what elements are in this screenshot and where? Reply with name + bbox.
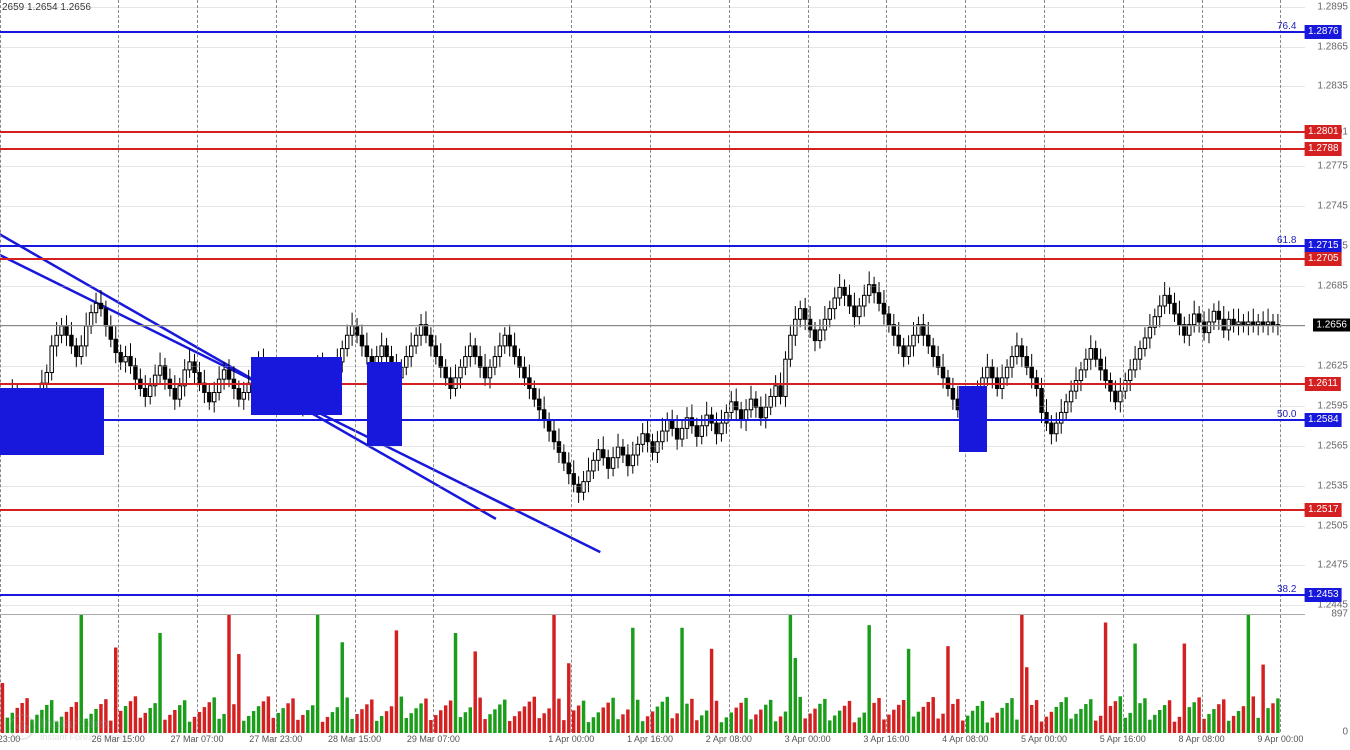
plot-area[interactable]: 2659 1.2654 1.2656 76.461.850.038.2 (0, 0, 1305, 612)
fib-label: 50.0 (1277, 409, 1296, 420)
x-tick: 29 Mar 07:00 (407, 734, 460, 744)
watermark: InstaForex Instant Forex Trading (8, 711, 188, 746)
y-tick: 1.2475 (1317, 560, 1348, 571)
x-tick: 8 Apr 08:00 (1179, 734, 1225, 744)
highlight-box (251, 357, 342, 416)
y-tick: 1.2775 (1317, 161, 1348, 172)
fib-label: 38.2 (1277, 584, 1296, 595)
y-tick: 1.2835 (1317, 81, 1348, 92)
fib-label: 61.8 (1277, 235, 1296, 246)
svg-text:Instant Forex Trading: Instant Forex Trading (40, 732, 125, 742)
x-tick: 2 Apr 08:00 (706, 734, 752, 744)
volume-svg (0, 615, 1305, 733)
volume-panel[interactable]: 0897 (0, 614, 1350, 732)
level-tag: 1.2611 (1305, 377, 1341, 391)
fib-label: 76.4 (1277, 21, 1296, 32)
svg-text:InstaForex: InstaForex (40, 715, 111, 732)
level-tag: 1.2584 (1305, 413, 1342, 427)
y-tick: 1.2535 (1317, 480, 1348, 491)
highlight-box (0, 388, 104, 455)
y-tick: 1.2865 (1317, 41, 1348, 52)
level-tag: 1.2715 (1305, 239, 1342, 253)
x-tick: 5 Apr 00:00 (1021, 734, 1067, 744)
y-tick: 1.2745 (1317, 201, 1348, 212)
price-svg (0, 0, 1305, 612)
level-tag: 1.2801 (1305, 125, 1342, 139)
level-tag: 1.2876 (1305, 25, 1342, 39)
time-axis: Mar 23:0026 Mar 15:0027 Mar 07:0027 Mar … (0, 732, 1305, 750)
x-tick: 5 Apr 16:00 (1100, 734, 1146, 744)
level-tag: 1.2705 (1305, 252, 1342, 266)
y-tick: 1.2565 (1317, 440, 1348, 451)
x-tick: 27 Mar 23:00 (249, 734, 302, 744)
price-y-axis: 1.24451.24751.25051.25351.25651.25951.26… (1305, 0, 1350, 612)
x-tick: 28 Mar 15:00 (328, 734, 381, 744)
x-tick: 3 Apr 16:00 (863, 734, 909, 744)
volume-plot (0, 614, 1305, 732)
y-tick: 1.2625 (1317, 360, 1348, 371)
highlight-box (367, 362, 402, 446)
y-tick: 1.2685 (1317, 281, 1348, 292)
y-tick: 1.2595 (1317, 400, 1348, 411)
x-tick: 1 Apr 16:00 (627, 734, 673, 744)
x-tick: 4 Apr 08:00 (942, 734, 988, 744)
x-tick: 1 Apr 00:00 (548, 734, 594, 744)
price-now-tag: 1.2656 (1313, 318, 1350, 331)
vol-y-tick: 897 (1331, 609, 1348, 620)
y-tick: 1.2505 (1317, 520, 1348, 531)
x-tick: 9 Apr 00:00 (1257, 734, 1303, 744)
level-tag: 1.2517 (1305, 503, 1342, 517)
y-tick: 1.2895 (1317, 1, 1348, 12)
vol-y-tick: 0 (1342, 727, 1348, 738)
level-tag: 1.2788 (1305, 142, 1342, 156)
x-tick: 3 Apr 00:00 (785, 734, 831, 744)
forex-chart: 2659 1.2654 1.2656 76.461.850.038.2 1.24… (0, 0, 1350, 750)
level-tag: 1.2453 (1305, 588, 1342, 602)
price-panel[interactable]: 2659 1.2654 1.2656 76.461.850.038.2 1.24… (0, 0, 1350, 612)
highlight-box (959, 386, 986, 453)
volume-y-axis: 0897 (1305, 614, 1350, 732)
